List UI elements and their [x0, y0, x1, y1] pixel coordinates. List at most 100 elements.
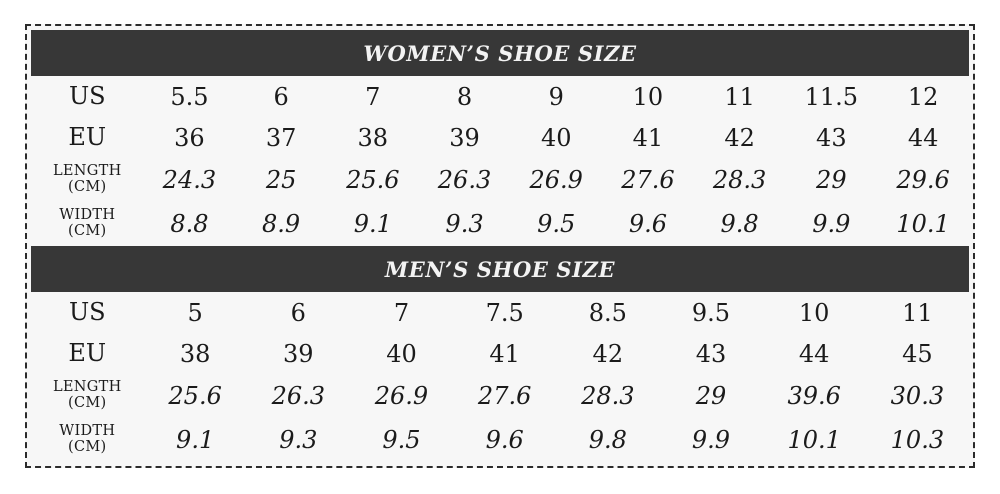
size-value-cell: 29	[695, 382, 727, 410]
size-value-cell: 26.3	[437, 166, 492, 194]
size-value-cell: 9.5	[691, 298, 731, 327]
size-value-cell: 8.8	[170, 210, 209, 238]
row-label-text: EU	[68, 123, 107, 152]
size-value-cell: 5.5	[170, 82, 209, 111]
table-row: EU 36 37 38 39 40 41 42 43 44	[31, 117, 969, 158]
size-value-cell: 40	[386, 339, 417, 368]
size-value-cell: 39	[283, 339, 314, 368]
size-value-cell: 24.3	[162, 166, 217, 194]
size-value-cell: 26.9	[529, 166, 583, 194]
table-row: US 5.5 6 7 8 9 10 11 11.5 12	[31, 76, 969, 117]
table-row: WIDTH (CM) 8.8 8.9 9.1 9.3 9.5 9.6 9.8 9.9 10.1	[31, 202, 969, 246]
section-header: MEN’S SHOE SIZE	[31, 246, 969, 292]
size-value-cell: 9.3	[279, 426, 318, 454]
size-value-cell: 29	[816, 166, 847, 194]
size-value-cell: 8.9	[262, 210, 301, 238]
size-value-cell: 7	[393, 298, 410, 327]
size-value-cell: 10.3	[890, 426, 945, 454]
size-value-cell: 26.9	[374, 382, 429, 410]
size-value-cell: 44	[798, 339, 830, 368]
row-label-unit: (CM)	[68, 395, 107, 411]
row-label-text: LENGTH	[52, 163, 122, 180]
row-label-unit: (CM)	[68, 223, 107, 239]
row-label-text: WIDTH	[59, 207, 116, 224]
table-row: LENGTH (CM) 24.3 25 25.6 26.3 26.9 27.6 28.3 29…	[31, 158, 969, 202]
size-value-cell: 7	[365, 82, 381, 111]
size-value-cell: 9.6	[628, 210, 667, 238]
size-value-cell: 9.9	[812, 210, 851, 238]
size-value-cell: 39.6	[787, 382, 841, 410]
size-value-cell: 12	[907, 82, 939, 111]
table-row: US 5 6 7 7.5 8.5 9.5 10 11	[31, 292, 969, 333]
size-value-cell: 26.3	[271, 382, 326, 410]
row-label: WIDTH (CM)	[31, 418, 144, 462]
size-value-cell: 43	[695, 339, 727, 368]
size-value-cell: 44	[907, 123, 939, 152]
size-value-cell: 40	[540, 123, 572, 152]
row-label: LENGTH (CM)	[31, 374, 144, 418]
size-value-cell: 25	[265, 166, 297, 194]
row-label-text: LENGTH	[52, 379, 122, 396]
size-value-cell: 42	[592, 339, 624, 368]
size-value-cell: 29.6	[896, 166, 950, 194]
size-value-cell: 27.6	[621, 166, 675, 194]
size-value-cell: 9.9	[691, 426, 731, 454]
size-value-cell: 9.1	[353, 210, 392, 238]
row-label: US	[31, 76, 144, 117]
size-value-cell: 45	[902, 339, 933, 368]
size-value-cell: 9.1	[176, 426, 215, 454]
size-section: MEN’S SHOE SIZE US 5 6 7 7.5 8.5 9.5 10 11 EU 3…	[31, 246, 969, 462]
size-table: US 5 6 7 7.5 8.5 9.5 10 11 EU 38 39 40 41 42 43 44 45 …	[31, 292, 969, 462]
row-label: LENGTH (CM)	[31, 158, 144, 202]
size-value-cell: 5	[187, 298, 203, 327]
shoe-size-chart: WOMEN’S SHOE SIZE US 5.5 6 7 8 9 10 11 11.5 12 E…	[25, 24, 975, 468]
size-value-cell: 38	[357, 123, 389, 152]
size-value-cell: 11.5	[804, 82, 859, 111]
table-row: WIDTH (CM) 9.1 9.3 9.5 9.6 9.8 9.9 10.1 10.3	[31, 418, 969, 462]
size-value-cell: 9.5	[537, 210, 576, 238]
size-value-cell: 9.8	[720, 210, 759, 238]
size-value-cell: 39	[449, 123, 480, 152]
size-section: WOMEN’S SHOE SIZE US 5.5 6 7 8 9 10 11 11.5 12 E…	[31, 30, 969, 246]
size-value-cell: 11	[724, 82, 755, 111]
size-value-cell: 25.6	[346, 166, 400, 194]
table-row: EU 38 39 40 41 42 43 44 45	[31, 333, 969, 374]
size-value-cell: 30.3	[890, 382, 945, 410]
row-label: EU	[31, 333, 144, 374]
size-value-cell: 28.3	[581, 382, 635, 410]
row-label-unit: (CM)	[68, 179, 107, 195]
section-title: WOMEN’S SHOE SIZE	[363, 40, 637, 66]
table-row: LENGTH (CM) 25.6 26.3 26.9 27.6 28.3 29 39.6 30…	[31, 374, 969, 418]
row-label-unit: (CM)	[68, 439, 107, 455]
size-value-cell: 10	[798, 298, 830, 327]
row-label-text: US	[68, 298, 106, 327]
size-value-cell: 37	[265, 123, 297, 152]
size-value-cell: 41	[632, 123, 664, 152]
size-value-cell: 42	[724, 123, 755, 152]
size-value-cell: 9.6	[485, 426, 524, 454]
size-value-cell: 8.5	[588, 298, 627, 327]
size-value-cell: 25.6	[168, 382, 222, 410]
size-value-cell: 11	[902, 298, 933, 327]
size-value-cell: 43	[816, 123, 847, 152]
size-value-cell: 6	[273, 82, 289, 111]
size-value-cell: 7.5	[485, 298, 524, 327]
size-value-cell: 27.6	[477, 382, 532, 410]
size-value-cell: 9	[548, 82, 564, 111]
size-value-cell: 6	[290, 298, 306, 327]
row-label: US	[31, 292, 144, 333]
size-value-cell: 9.8	[588, 426, 627, 454]
size-value-cell: 28.3	[712, 166, 767, 194]
size-value-cell: 9.5	[382, 426, 421, 454]
size-value-cell: 10.1	[787, 426, 841, 454]
size-value-cell: 38	[179, 339, 211, 368]
row-label: EU	[31, 117, 144, 158]
section-title: MEN’S SHOE SIZE	[384, 256, 616, 282]
row-label-text: WIDTH	[59, 423, 116, 440]
size-value-cell: 9.3	[445, 210, 484, 238]
size-table: US 5.5 6 7 8 9 10 11 11.5 12 EU 36 37 38 39 40 41 42 43…	[31, 76, 969, 246]
row-label-text: EU	[68, 339, 107, 368]
row-label-text: US	[68, 82, 106, 111]
size-value-cell: 36	[174, 123, 205, 152]
size-value-cell: 41	[489, 339, 520, 368]
